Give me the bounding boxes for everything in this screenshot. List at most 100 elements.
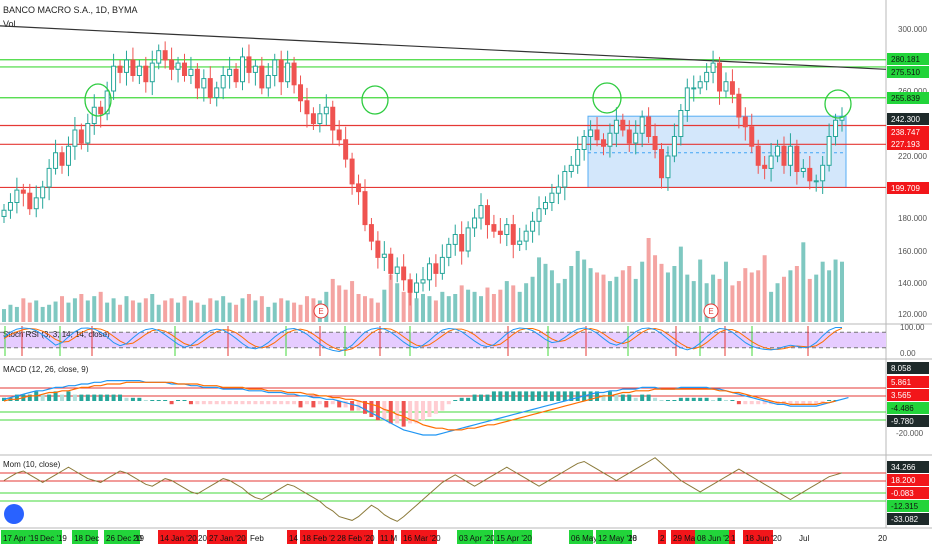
candle-body (794, 145, 800, 172)
volume-bar (304, 296, 309, 322)
macd-histogram-bar (466, 397, 471, 401)
candle-body (536, 208, 542, 222)
macd-histogram-bar (498, 391, 503, 401)
volume-bar (201, 304, 206, 322)
macd-histogram-bar (2, 397, 6, 401)
candle-body (633, 132, 639, 144)
candle-body (729, 81, 735, 95)
volume-bar (414, 298, 419, 322)
candle-body (807, 167, 813, 182)
macd-histogram-bar (723, 400, 728, 401)
macd-histogram-bar (317, 401, 322, 405)
candle-body (65, 145, 71, 166)
macd-histogram-bar (66, 391, 71, 401)
macd-histogram-bar (485, 394, 490, 401)
macd-histogram-bar (182, 400, 187, 401)
price-badge (887, 182, 929, 194)
candle-body (188, 68, 194, 77)
tradingview-logo-icon[interactable] (4, 504, 24, 524)
volume-bar (118, 304, 123, 322)
volume-bar (620, 270, 625, 322)
price-badge (887, 53, 929, 65)
candle-body (568, 164, 574, 173)
stoch-d-line (3, 327, 843, 351)
macd-histogram-bar (646, 394, 651, 401)
date-badge (695, 530, 729, 544)
price-badge-label: 275.510 (891, 68, 920, 77)
candle-body (85, 123, 91, 144)
date-badge (671, 530, 701, 544)
macd-histogram-bar (788, 401, 793, 405)
candle-body (465, 227, 471, 252)
macd-signal-line (3, 381, 836, 431)
candle-body (426, 263, 432, 281)
macd-histogram-bar (459, 397, 464, 401)
volume-bar (246, 294, 251, 322)
candle-body (7, 202, 13, 211)
price-badge-label: 227.193 (891, 140, 920, 149)
volume-bar (627, 266, 632, 322)
candle-body (826, 136, 832, 166)
candle-body (362, 191, 368, 226)
volume-bar (169, 298, 174, 322)
candle-body (117, 65, 123, 73)
macd-histogram-bar (446, 401, 451, 405)
macd-histogram-bar (556, 391, 561, 401)
macd-histogram-bar (79, 394, 84, 401)
date-axis-label: 03 Apr '20 (459, 534, 495, 543)
candle-body (136, 65, 142, 76)
macd-histogram-bar (259, 401, 264, 405)
candle-body (220, 75, 226, 89)
stoch-axis-tick: 100.00 (900, 323, 925, 332)
candle-body (813, 180, 819, 183)
macd-histogram-bar (214, 401, 219, 405)
date-badge (494, 530, 532, 544)
macd-histogram-bar (143, 400, 148, 401)
candle-body (156, 50, 162, 64)
macd-histogram-bar (421, 401, 425, 421)
volume-bar (788, 270, 793, 322)
candle-body (304, 100, 310, 115)
candle-body (123, 59, 129, 73)
volume-bar (382, 289, 387, 322)
candle-body (285, 62, 291, 83)
candle-body (775, 145, 781, 157)
macd-histogram-bar (685, 397, 690, 401)
date-axis-label: 17 Apr '19 (3, 534, 39, 543)
candle-body (381, 253, 387, 258)
date-axis-label: 18 Jun '20 (745, 534, 782, 543)
macd-histogram-bar (98, 394, 103, 401)
volume-bar (653, 255, 658, 322)
candle-body (201, 78, 207, 89)
candle-body (27, 192, 33, 210)
candle-body (768, 155, 774, 169)
macd-histogram-bar (324, 401, 329, 408)
volume-bar (111, 298, 116, 322)
volume-bar (60, 296, 65, 322)
candle-body (414, 282, 420, 293)
candle-body (1, 209, 7, 217)
price-axis-tick: 160.000 (898, 247, 927, 256)
volume-bar (472, 291, 477, 322)
candle-body (665, 155, 671, 179)
macd-histogram-bar (575, 391, 580, 401)
macd-histogram-bar (678, 397, 683, 401)
macd-histogram-bar (698, 397, 703, 401)
macd-histogram-bar (704, 397, 709, 401)
candle-body (162, 50, 168, 61)
volume-bar (801, 242, 806, 322)
macd-histogram-bar (537, 391, 542, 401)
volume-bar (176, 302, 181, 322)
macd-badge (887, 376, 929, 388)
volume-bar (427, 296, 432, 322)
candle-body (336, 129, 342, 141)
volume-bar (665, 272, 670, 322)
date-badge (729, 530, 735, 544)
candle-body (787, 145, 793, 166)
candle-body (149, 62, 155, 83)
candle-body (800, 167, 806, 172)
candle-body (549, 192, 555, 203)
macd-histogram-bar (124, 397, 129, 401)
macd-histogram-bar (169, 401, 174, 405)
volume-bar (504, 281, 509, 322)
